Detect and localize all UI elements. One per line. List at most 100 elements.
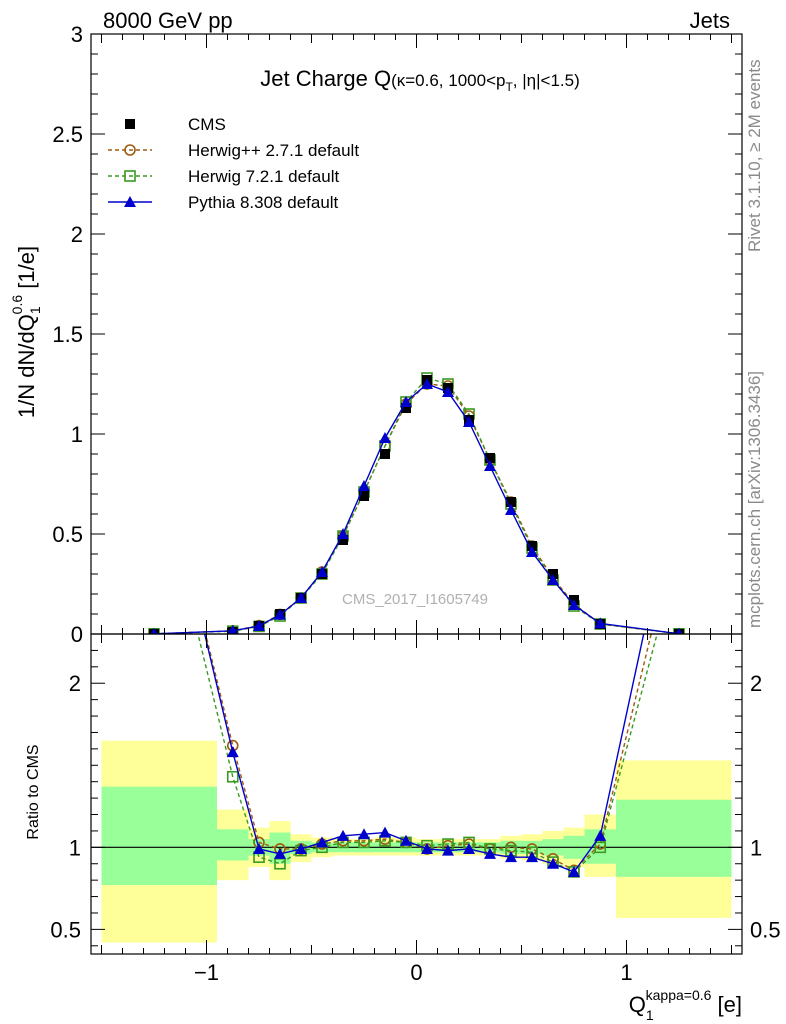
xtick-label: 1 — [620, 960, 632, 985]
ratio-point-2-9 — [400, 834, 412, 846]
ylabel-sub: 1 — [27, 306, 43, 314]
main-point-3-7 — [358, 480, 370, 491]
main-ytick-label: 2 — [71, 222, 83, 247]
ratio-point-2-5 — [316, 836, 328, 848]
main-point-3-8 — [379, 432, 391, 443]
chart-title: Jet Charge Q(κ=0.6, 1000<pT, |η|<1.5) — [260, 66, 580, 94]
rivet-version-label: Rivet 3.1.10, ≥ 2M events — [745, 59, 764, 252]
ratio-point-2-12 — [463, 842, 475, 854]
mcplots-label: mcplots.cern.ch [arXiv:1306.3436] — [745, 371, 764, 628]
main-point-0-6 — [338, 535, 348, 545]
main-point-0-9 — [401, 403, 411, 413]
ratio-y-axis-label: Ratio to CMS — [25, 744, 42, 839]
main-point-3-11 — [442, 386, 454, 397]
main-y-axis-label: 1/N dN/dQ10.6 [1/e] — [9, 246, 43, 418]
ratio-point-2-15 — [526, 851, 538, 863]
ratio-point-2-11 — [442, 844, 454, 856]
ratio-point-2-19 — [673, 464, 685, 475]
main-point-3-0 — [150, 627, 158, 634]
main-point-3-17 — [568, 599, 580, 610]
legend-label-0: CMS — [188, 115, 226, 134]
legend-label-3: Pythia 8.308 default — [188, 193, 339, 212]
title-sub: (κ=0.6, 1000<p — [391, 71, 505, 90]
ratio-point-2-6 — [337, 829, 349, 841]
ratio-series-layer — [148, 415, 685, 878]
title-sub-tail: , |η|<1.5) — [513, 71, 580, 90]
main-point-3-14 — [505, 504, 517, 515]
xtick-label: −1 — [194, 960, 219, 985]
ratio-point-2-14 — [505, 851, 517, 863]
ratio-point-2-17 — [568, 865, 580, 877]
green-band-19 — [616, 799, 732, 877]
main-point-3-18 — [594, 617, 607, 629]
ratio-point-2-3 — [274, 847, 286, 859]
xlabel-sub: 1 — [646, 1007, 654, 1023]
ratio-ytick-label-left: 1 — [69, 835, 81, 860]
main-point-0-14 — [506, 497, 516, 507]
analysis-watermark: CMS_2017_I1605749 — [342, 591, 488, 608]
title-sub-T: T — [505, 80, 513, 94]
main-point-3-13 — [484, 460, 496, 471]
ratio-point-2-8 — [379, 826, 391, 838]
xlabel-text: Q — [629, 992, 646, 1017]
main-point-3-2 — [253, 620, 265, 631]
ratio-ytick-label-left: 2 — [69, 671, 81, 696]
ratio-point-2-0 — [148, 415, 160, 426]
xtick-label: 0 — [410, 960, 422, 985]
green-band-1 — [217, 829, 249, 861]
main-point-0-13 — [485, 453, 495, 463]
main-point-3-4 — [295, 592, 307, 603]
header-process-label: Jets — [690, 8, 730, 33]
ratio-ytick-label-right: 2 — [750, 671, 762, 696]
main-ytick-label: 0 — [71, 622, 83, 647]
main-point-3-6 — [337, 528, 349, 539]
main-point-0-7 — [359, 491, 369, 501]
legend-marker-3 — [124, 196, 136, 207]
main-line-3 — [153, 383, 680, 634]
ratio-point-0-0 — [149, 416, 159, 426]
title-main: Jet Charge Q — [260, 66, 391, 91]
main-point-3-12 — [463, 416, 475, 427]
main-point-3-1 — [227, 624, 238, 634]
legend-label-2: Herwig 7.2.1 default — [188, 167, 339, 186]
ratio-point-1-19 — [674, 547, 684, 557]
main-ytick-label: 3 — [71, 22, 83, 47]
xlabel-sup: kappa=0.6 — [646, 987, 712, 1003]
ratio-point-2-4 — [295, 842, 307, 854]
ylabel-text: 1/N dN/dQ — [14, 314, 39, 418]
ratio-point-2-10 — [421, 842, 433, 854]
ratio-uncertainty-bands — [91, 740, 742, 943]
main-point-3-9 — [400, 396, 412, 407]
ratio-line-2 — [203, 634, 645, 873]
ylabel-sup: 0.6 — [9, 295, 25, 315]
ratio-ytick-label-right: 1 — [750, 835, 762, 860]
ratio-point-2-13 — [484, 847, 496, 859]
ratio-point-1-1 — [226, 770, 239, 783]
main-ytick-label: 1.5 — [52, 322, 83, 347]
ratio-point-2-7 — [358, 828, 370, 840]
ratio-point-2-16 — [547, 857, 559, 869]
legend-marker-2 — [124, 170, 136, 182]
ylabel-unit: [1/e] — [14, 246, 39, 295]
legend-marker-1 — [124, 144, 136, 156]
green-band-0 — [101, 786, 217, 886]
ratio-point-2-1 — [226, 746, 239, 758]
main-point-3-3 — [274, 608, 286, 620]
x-axis-label: Q1 kappa=0.6 [e] — [629, 987, 742, 1023]
ratio-line-1 — [197, 634, 658, 873]
legend: CMS Herwig++ 2.7.1 default Herwig 7.2.1 de… — [108, 115, 359, 212]
ratio-point-0-19 — [674, 514, 684, 524]
ratio-ytick-label-right: 0.5 — [750, 917, 781, 942]
main-point-0-8 — [380, 449, 390, 459]
main-point-3-16 — [547, 574, 559, 585]
main-point-3-15 — [526, 546, 538, 557]
ratio-point-2-18 — [594, 829, 607, 841]
main-point-3-19 — [675, 627, 683, 634]
axis-tick-labels: 0 0.5 1 1.5 2 2.5 3 0.5 0.5 1 1 2 2 −1 0 1 — [50, 22, 780, 985]
xlabel-unit: [e] — [711, 992, 742, 1017]
main-ytick-label: 0.5 — [52, 522, 83, 547]
header-energy-label: 8000 GeV pp — [103, 8, 233, 33]
main-point-3-5 — [316, 566, 328, 577]
ratio-point-2-2 — [253, 842, 265, 854]
